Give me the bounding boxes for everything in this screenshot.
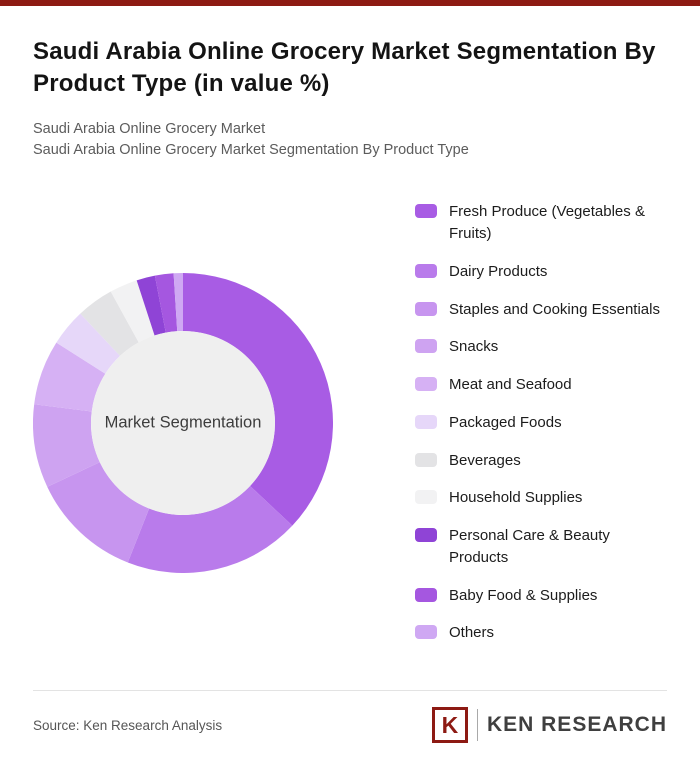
legend-swatch (415, 625, 437, 640)
legend-item: Snacks (415, 336, 667, 358)
legend-swatch (415, 414, 437, 429)
donut-segment-6 (56, 314, 121, 375)
legend-swatch (415, 452, 437, 467)
legend-swatch (415, 490, 437, 505)
donut-segment-9 (136, 276, 166, 336)
page-title: Saudi Arabia Online Grocery Market Segme… (33, 38, 656, 97)
subtitle-block: Saudi Arabia Online Grocery Market Saudi… (33, 119, 667, 161)
accent-top-bar (0, 0, 700, 6)
legend-label: Packaged Foods (449, 413, 562, 431)
logo-wordmark: KEN RESEARCH (486, 713, 667, 737)
chart-section: Market Segmentation Fresh Produce (Veget… (32, 201, 667, 644)
legend-label: Dairy Products (449, 262, 548, 280)
source-text: Source: Ken Research Analysis (33, 717, 223, 733)
legend-item: Dairy Products (415, 261, 667, 283)
legend-item: Personal Care & Beauty Products (415, 525, 667, 569)
legend-swatch (415, 587, 437, 602)
legend-label: Others (449, 624, 495, 642)
legend-swatch (415, 528, 437, 543)
legend-label: Baby Food & Supplies (449, 586, 598, 604)
legend-label: Snacks (449, 338, 499, 356)
legend-swatch (415, 204, 437, 219)
donut-chart-svg (32, 273, 334, 574)
donut-segment-3 (47, 462, 150, 563)
legend-swatch (415, 263, 437, 278)
donut-segment-4 (32, 404, 100, 488)
legend-label: Fresh Produce (Vegetables & Fruits) (449, 203, 645, 243)
logo-k-icon: K (431, 707, 468, 744)
legend-item: Household Supplies (415, 487, 667, 509)
legend-label: Personal Care & Beauty Products (449, 527, 610, 566)
footer: Source: Ken Research Analysis K KEN RESE… (0, 707, 700, 744)
legend-swatch (415, 339, 437, 354)
legend-item: Meat and Seafood (415, 374, 667, 396)
donut-chart: Market Segmentation (32, 273, 334, 574)
legend-label: Meat and Seafood (449, 376, 572, 394)
legend-item: Fresh Produce (Vegetables & Fruits) (415, 201, 667, 245)
legend-swatch (415, 377, 437, 392)
donut-segment-11 (173, 273, 183, 332)
donut-center-label: Market Segmentation (104, 413, 262, 432)
subtitle-market: Saudi Arabia Online Grocery Market (33, 121, 266, 138)
donut-segment-10 (154, 273, 178, 334)
legend-item: Packaged Foods (415, 412, 667, 434)
donut-segment-7 (80, 291, 139, 357)
footer-divider (33, 690, 667, 692)
chart-legend: Fresh Produce (Vegetables & Fruits) Dair… (415, 201, 667, 644)
logo-separator (476, 709, 478, 742)
donut-segment-1 (183, 273, 334, 527)
donut-segment-8 (110, 280, 155, 343)
donut-center-circle (91, 331, 275, 516)
legend-label: Staples and Cooking Essentials (449, 300, 660, 318)
legend-label: Household Supplies (449, 489, 583, 507)
subtitle-segmentation: Saudi Arabia Online Grocery Market Segme… (33, 142, 469, 159)
ken-research-logo: K KEN RESEARCH (431, 707, 667, 744)
legend-item: Beverages (415, 450, 667, 472)
legend-item: Baby Food & Supplies (415, 585, 667, 607)
legend-label: Beverages (449, 451, 521, 469)
donut-segment-2 (127, 486, 293, 574)
legend-item: Others (415, 622, 667, 644)
legend-item: Staples and Cooking Essentials (415, 299, 667, 321)
legend-swatch (415, 301, 437, 316)
donut-segment-5 (34, 343, 106, 412)
